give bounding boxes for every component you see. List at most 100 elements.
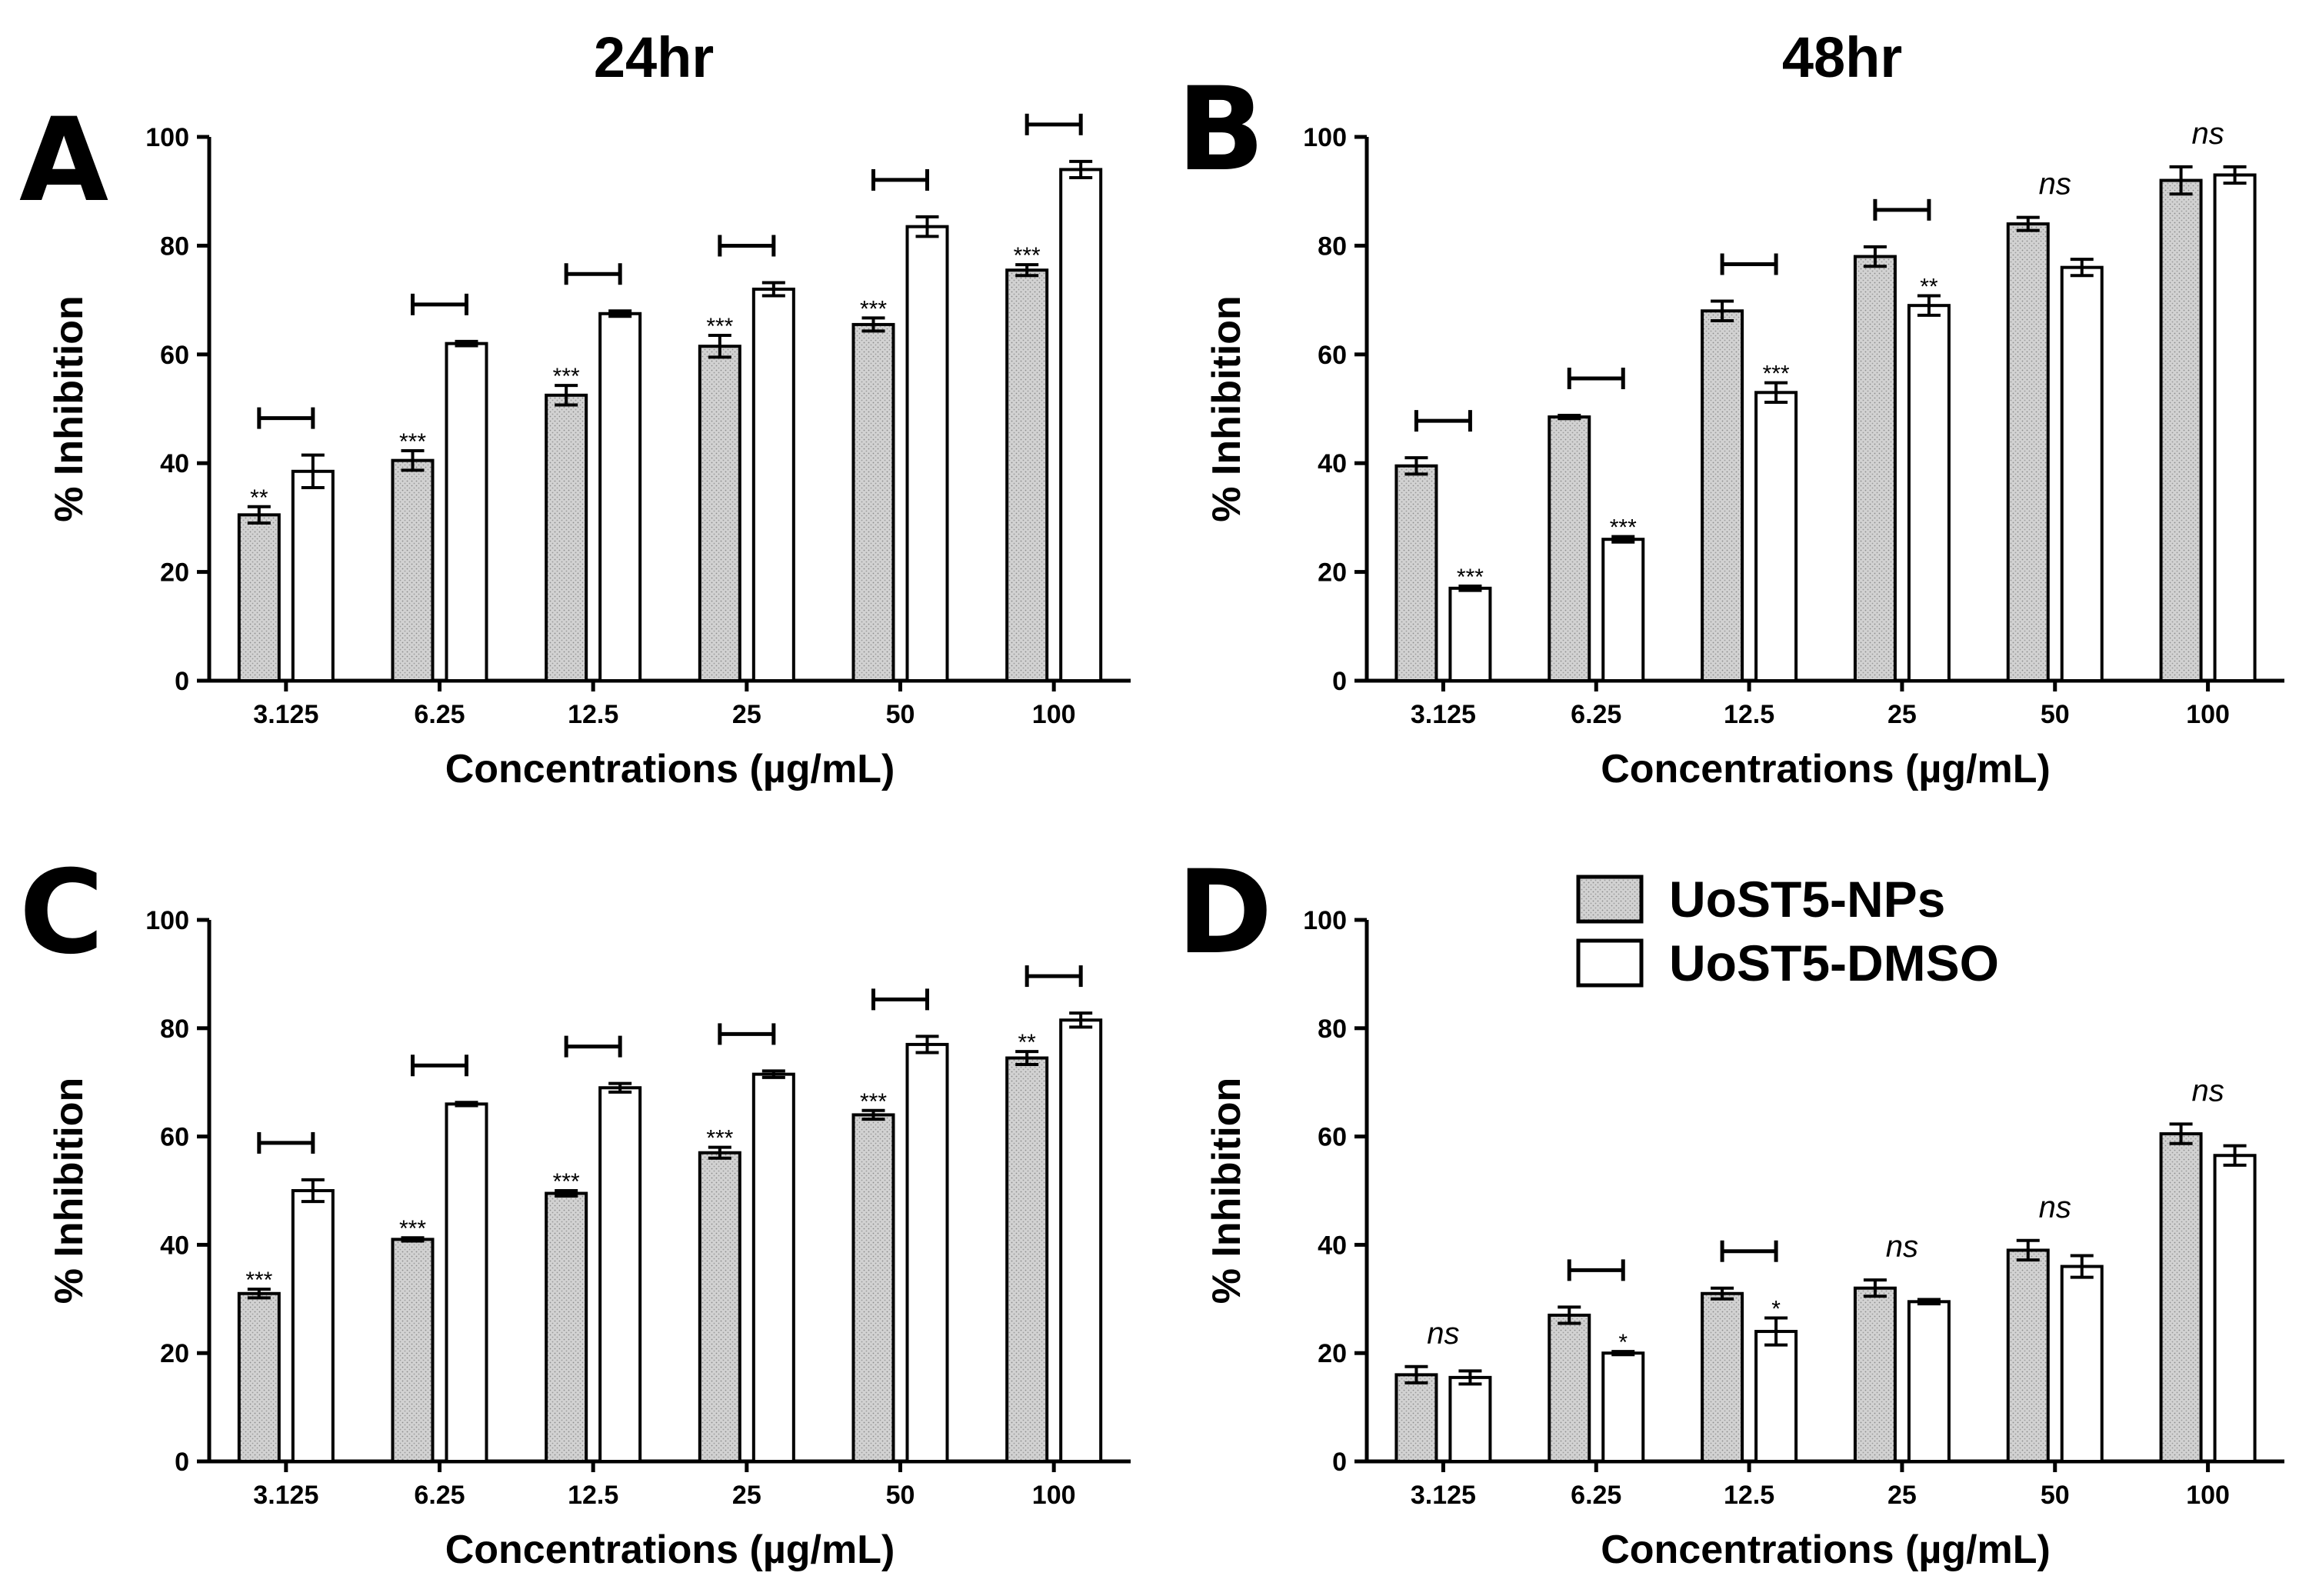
- panel-c-y-tick-label: 20: [160, 1339, 189, 1368]
- panel-a-y-axis-label: % Inhibition: [47, 295, 92, 522]
- panel-a-bar-dmso: [905, 225, 949, 682]
- legend-label-uost5-dmso: UoST5-DMSO: [1669, 935, 1999, 991]
- panel-d-x-axis-label: Concentrations (µg/mL): [1601, 1528, 2051, 1572]
- panel-c-y-tick-label: 40: [160, 1231, 189, 1260]
- panel-c-bar-dmso: [291, 1189, 335, 1463]
- panel-b-x-tick-label: 3.125: [1411, 700, 1476, 729]
- panel-d-bar-np: [2159, 1132, 2203, 1463]
- panel-c-y-tick-label: 0: [175, 1448, 189, 1477]
- panel-c-significance-stars: **: [1018, 1030, 1036, 1055]
- panel-b-bar-np: [1853, 255, 1897, 683]
- panel-a-x-axis-label: Concentrations (µg/mL): [445, 747, 895, 791]
- panel-b-bar-dmso: [2213, 173, 2257, 683]
- panel-c-y-tick-label: 80: [160, 1015, 189, 1044]
- panel-letter-a: A: [19, 94, 108, 228]
- panel-c-bar-np: [851, 1113, 895, 1463]
- panel-a-x-tick-label: 12.5: [568, 700, 618, 729]
- panel-a-x-tick-label: 100: [1032, 700, 1076, 729]
- panel-c-bar-dmso: [598, 1086, 642, 1463]
- panel-b-y-tick-label: 60: [1318, 341, 1347, 370]
- panel-c-bar-np: [698, 1151, 741, 1463]
- panel-d-chart: 0 20 40 60 80 100 % Inhibition Concentrations (…: [1204, 906, 2284, 1572]
- panel-b-x-tick-label: 25: [1888, 700, 1917, 729]
- panel-d-ns-label: ns: [1886, 1230, 1918, 1264]
- panel-b-significance-stars: ***: [1610, 515, 1637, 541]
- panel-a-y-tick-label: 0: [175, 667, 189, 696]
- panel-a-x-tick-label: 3.125: [253, 700, 318, 729]
- panel-b-ns-label: ns: [2039, 168, 2071, 202]
- panel-letter-c: C: [19, 846, 104, 980]
- panel-b-x-axis-label: Concentrations (µg/mL): [1601, 747, 2051, 791]
- panel-d-x-tick-label: 12.5: [1724, 1481, 1774, 1510]
- panel-a-bar-np: [391, 458, 435, 682]
- panel-a-bar-dmso: [445, 342, 488, 682]
- panel-b-significance-stars: **: [1920, 274, 1938, 299]
- panel-d-y-tick-label: 20: [1318, 1339, 1347, 1368]
- panel-c-bar-dmso: [445, 1102, 488, 1463]
- panel-b-bar-dmso: [1907, 304, 1951, 682]
- panel-a-bar-dmso: [1059, 168, 1103, 683]
- panel-a-bar-np: [1005, 268, 1049, 682]
- panel-d-x-tick-label: 3.125: [1411, 1481, 1476, 1510]
- panel-c-x-tick-label: 25: [732, 1481, 761, 1510]
- legend-swatch-uost5-nps: [1576, 875, 1644, 924]
- panel-b-y-tick-label: 40: [1318, 449, 1347, 478]
- panel-b-ns-label: ns: [2191, 117, 2224, 151]
- panel-b-bar-dmso: [1754, 391, 1798, 682]
- panel-a-bar-dmso: [751, 287, 795, 682]
- panel-b-bar-dmso: [1601, 538, 1645, 682]
- panel-b-bar-np: [1701, 309, 1744, 682]
- panel-b-bar-np: [1548, 415, 1591, 682]
- panel-b-x-tick-label: 6.25: [1571, 700, 1621, 729]
- panel-a-y-tick-label: 60: [160, 341, 189, 370]
- panel-a-significance-stars: ***: [706, 314, 733, 339]
- panel-a-significance-stars: ***: [860, 296, 887, 322]
- panel-b-significance-stars: ***: [1763, 362, 1790, 387]
- legend-swatch-uost5-dmso: [1576, 938, 1644, 988]
- panel-c-x-axis-label: Concentrations (µg/mL): [445, 1528, 895, 1572]
- panel-a-y-tick-label: 20: [160, 558, 189, 588]
- panel-d-x-tick-label: 6.25: [1571, 1481, 1621, 1510]
- panel-b-y-tick-label: 80: [1318, 232, 1347, 261]
- panel-b-significance-stars: ***: [1457, 565, 1484, 590]
- panel-a-bar-dmso: [598, 312, 642, 682]
- column-title-24hr: 24hr: [594, 25, 714, 89]
- panel-letter-b: B: [1177, 63, 1264, 197]
- panel-c-bar-np: [545, 1191, 588, 1464]
- panel-d-bar-np: [1548, 1313, 1591, 1464]
- panel-a-chart: 0 20 40 60 80 100 % Inhibition Concentrations (…: [47, 113, 1131, 791]
- panel-a-y-tick-label: 100: [145, 123, 189, 152]
- panel-c-significance-stars: ***: [706, 1126, 733, 1151]
- panel-a-significance-stars: **: [250, 485, 268, 511]
- panel-a-bar-dmso: [291, 469, 335, 682]
- panel-d-bar-dmso: [2213, 1154, 2257, 1463]
- panel-c-bar-dmso: [905, 1042, 949, 1464]
- panel-c-significance-stars: ***: [553, 1169, 580, 1195]
- panel-d-x-tick-label: 50: [2041, 1481, 2070, 1510]
- panel-c-significance-stars: ***: [399, 1216, 426, 1241]
- panel-d-y-tick-label: 0: [1332, 1448, 1347, 1477]
- panel-d-y-tick-label: 40: [1318, 1231, 1347, 1260]
- panel-b-bar-np: [1394, 464, 1438, 682]
- panel-d-bar-np: [1853, 1286, 1897, 1463]
- panel-b-bar-dmso: [2060, 265, 2104, 682]
- panel-a-y-tick-label: 80: [160, 232, 189, 261]
- panel-a-significance-stars: ***: [399, 429, 426, 455]
- panel-d-bar-np: [1394, 1373, 1438, 1463]
- panel-a-x-tick-label: 25: [732, 700, 761, 729]
- panel-a-y-tick-label: 40: [160, 449, 189, 478]
- panel-d-bar-dmso: [1754, 1330, 1798, 1464]
- panel-a-significance-stars: ***: [553, 364, 580, 389]
- panel-a-bar-np: [698, 345, 741, 682]
- panel-c-x-tick-label: 3.125: [253, 1481, 318, 1510]
- panel-d-bar-np: [2006, 1248, 2050, 1463]
- panel-c-chart: 0 20 40 60 80 100 % Inhibition Concentrations (…: [47, 906, 1131, 1572]
- panel-d-x-tick-label: 100: [2186, 1481, 2230, 1510]
- panel-b-y-tick-label: 100: [1303, 123, 1347, 152]
- panel-b-y-axis-label: % Inhibition: [1204, 295, 1249, 522]
- panel-d-y-tick-label: 100: [1303, 906, 1347, 935]
- panel-a-x-tick-label: 6.25: [414, 700, 465, 729]
- panel-b-bar-np: [2006, 222, 2050, 682]
- panel-a-bar-np: [851, 322, 895, 682]
- panel-b-chart: 0 20 40 60 80 100 % Inhibition Concentrations (…: [1204, 117, 2284, 791]
